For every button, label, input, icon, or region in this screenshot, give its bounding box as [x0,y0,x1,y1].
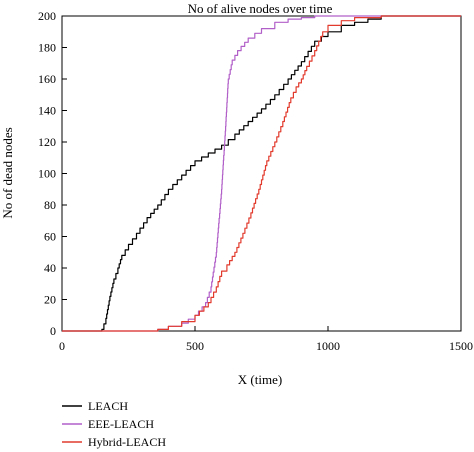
y-tick-label: 180 [38,41,56,55]
x-tick-label: 1000 [316,339,340,353]
y-tick-label: 100 [38,167,56,181]
legend-label: Hybrid-LEACH [88,435,166,449]
y-tick-label: 60 [44,230,56,244]
plot-frame [61,15,462,332]
y-tick-label: 200 [38,9,56,23]
legend-label: LEACH [88,399,128,413]
y-tick-label: 160 [38,72,56,86]
y-tick-label: 40 [44,261,56,275]
y-tick-label: 20 [44,293,56,307]
series-line-hybrid-leach [62,15,461,332]
y-tick-label: 80 [44,198,56,212]
legend-label: EEE-LEACH [88,417,154,431]
chart-title: No of alive nodes over time [188,1,333,16]
y-tick-label: 140 [38,104,56,118]
x-tick-label: 500 [186,339,204,353]
y-tick-label: 0 [50,324,56,338]
y-tick-label: 120 [38,135,56,149]
series-line-leach [62,15,461,332]
x-axis: 0 500 1000 1500 [59,326,473,353]
x-tick-label: 1500 [449,339,473,353]
y-axis: 0 20 40 60 80 100 120 140 160 180 200 [38,9,67,338]
legend: LEACH EEE-LEACH Hybrid-LEACH [62,399,166,449]
x-axis-title: X (time) [238,372,282,387]
series-group [62,15,461,332]
y-axis-title: No of dead nodes [0,127,15,218]
series-line-eee-leach [62,15,461,332]
x-tick-label: 0 [59,339,65,353]
